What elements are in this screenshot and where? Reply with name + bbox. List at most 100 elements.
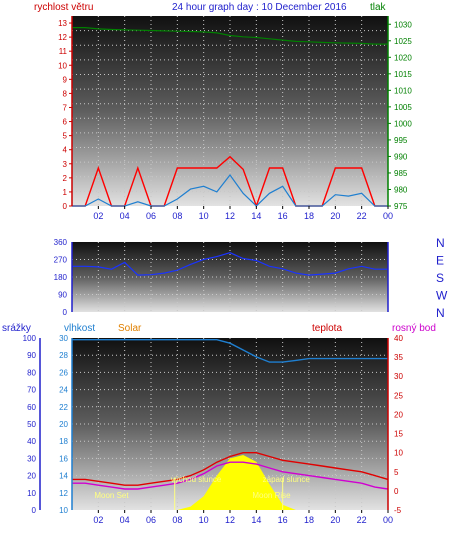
pressure-tick-label: 1010 xyxy=(394,86,412,95)
panel1-right-axis: 975 980 985 990 995 1000 1005 1010 1015 1020 1025 1… xyxy=(387,16,412,211)
rain-tick-label: 20 xyxy=(27,472,36,481)
x-tick-label: 10 xyxy=(199,211,209,221)
pressure-tick-label: 1025 xyxy=(394,37,412,46)
x-tick-label: 20 xyxy=(330,211,340,221)
temperature-axis-title: teplota xyxy=(312,323,342,334)
rain-tick-label: 50 xyxy=(27,420,36,429)
wind-tick-label: 4 xyxy=(63,146,68,155)
panel1-grid xyxy=(72,16,388,206)
temperature-tick-label: 25 xyxy=(394,391,403,400)
humidity-tick-label: 14 xyxy=(59,472,68,481)
temperature-tick-label: 40 xyxy=(394,334,403,343)
rain-tick-label: 30 xyxy=(27,454,36,463)
rain-tick-label: 80 xyxy=(27,368,36,377)
event-annotation: Moon Rise xyxy=(252,491,291,500)
x-tick-label: 12 xyxy=(225,211,235,221)
dewpoint-axis-title: rosný bod xyxy=(392,323,436,334)
humidity-tick-label: 26 xyxy=(59,368,68,377)
temperature-line xyxy=(72,452,389,486)
compass-label: W xyxy=(436,289,448,303)
x-tick-label: 06 xyxy=(146,211,156,221)
humidity-tick-label: 20 xyxy=(59,420,68,429)
pressure-tick-label: 1005 xyxy=(394,103,412,112)
direction-tick-label: 0 xyxy=(63,308,68,317)
direction-tick-label: 270 xyxy=(54,256,68,265)
humidity-tick-label: 10 xyxy=(59,506,68,515)
wind-tick-label: 9 xyxy=(63,75,68,84)
panel3-axes: 0 10 20 30 40 50 60 70 80 90 100 10 12 14 16 18 20 22 24 26… xyxy=(23,334,404,515)
x-tick-label: 18 xyxy=(304,515,314,525)
panel1-x-axis: 02 04 06 08 10 12 14 16 18 20 22 00 xyxy=(93,206,393,221)
pressure-tick-label: 1015 xyxy=(394,70,412,79)
pressure-tick-label: 985 xyxy=(394,169,408,178)
pressure-tick-label: 980 xyxy=(394,185,408,194)
pressure-tick-label: 1020 xyxy=(394,53,412,62)
humidity-line xyxy=(72,339,388,363)
rain-tick-label: 70 xyxy=(27,386,36,395)
panel2-grid xyxy=(72,242,388,312)
chart-title: 24 hour graph day : 10 December 2016 xyxy=(172,2,347,13)
direction-tick-label: 90 xyxy=(58,291,67,300)
x-tick-label: 02 xyxy=(93,211,103,221)
panel2-series xyxy=(72,252,388,276)
temperature-tick-label: 15 xyxy=(394,430,403,439)
temperature-tick-label: 30 xyxy=(394,372,403,381)
compass-label: S xyxy=(436,271,444,285)
wind-tick-label: 7 xyxy=(63,103,68,112)
humidity-tick-label: 12 xyxy=(59,489,68,498)
x-tick-label: 16 xyxy=(278,211,288,221)
event-annotation: Moon Set xyxy=(94,491,129,500)
humidity-tick-label: 24 xyxy=(59,386,68,395)
wind-tick-label: 0 xyxy=(63,202,68,211)
wind-tick-label: 2 xyxy=(63,174,68,183)
wind-tick-label: 5 xyxy=(63,132,68,141)
wind-tick-label: 13 xyxy=(58,19,67,28)
temp-humidity-panel: Moon Set východ slunce západ slunce Moon Ri… xyxy=(23,334,404,525)
event-annotation: západ slunce xyxy=(263,475,311,484)
x-tick-label: 18 xyxy=(304,211,314,221)
compass-label: E xyxy=(436,254,444,268)
x-tick-label: 02 xyxy=(93,515,103,525)
rain-tick-label: 90 xyxy=(27,351,36,360)
solar-area xyxy=(72,455,388,510)
panel2-left-axis: 0 90 180 270 360 xyxy=(54,238,73,317)
wind-tick-label: 1 xyxy=(63,188,68,197)
rain-tick-label: 10 xyxy=(27,489,36,498)
rain-tick-label: 0 xyxy=(32,506,37,515)
temperature-tick-label: 20 xyxy=(394,410,403,419)
temperature-tick-label: 35 xyxy=(394,353,403,362)
x-tick-label: 00 xyxy=(383,515,393,525)
event-annotation: východ slunce xyxy=(171,475,222,484)
x-tick-label: 14 xyxy=(251,211,261,221)
pressure-tick-label: 990 xyxy=(394,152,408,161)
x-tick-label: 22 xyxy=(357,515,367,525)
humidity-tick-label: 16 xyxy=(59,454,68,463)
dewpoint-line xyxy=(72,461,389,490)
x-tick-label: 04 xyxy=(120,211,130,221)
humidity-tick-label: 30 xyxy=(59,334,68,343)
rain-tick-label: 40 xyxy=(27,437,36,446)
compass-label: N xyxy=(436,306,445,320)
rain-tick-label: 60 xyxy=(27,403,36,412)
temperature-tick-label: -5 xyxy=(394,506,402,515)
direction-tick-label: 180 xyxy=(54,273,68,282)
wind-tick-label: 6 xyxy=(63,118,68,127)
x-tick-label: 10 xyxy=(199,515,209,525)
humidity-tick-label: 18 xyxy=(59,437,68,446)
pressure-tick-label: 995 xyxy=(394,136,408,145)
x-tick-label: 08 xyxy=(172,211,182,221)
wind-tick-label: 10 xyxy=(58,61,67,70)
wind-tick-label: 12 xyxy=(58,33,67,42)
x-tick-label: 04 xyxy=(120,515,130,525)
solar-axis-title: Solar xyxy=(118,323,142,334)
panel3-annotations: Moon Set východ slunce západ slunce Moon Ri… xyxy=(94,475,310,510)
rain-tick-label: 100 xyxy=(23,334,37,343)
humidity-tick-label: 28 xyxy=(59,351,68,360)
wind-tick-label: 3 xyxy=(63,160,68,169)
x-tick-label: 08 xyxy=(172,515,182,525)
x-tick-label: 22 xyxy=(357,211,367,221)
humidity-tick-label: 22 xyxy=(59,403,68,412)
x-tick-label: 14 xyxy=(251,515,261,525)
